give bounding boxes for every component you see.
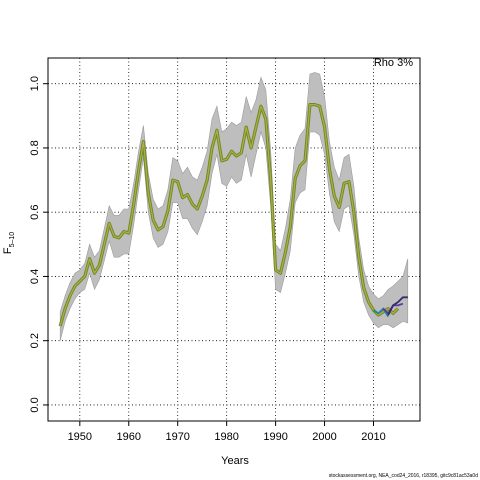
x-tick-label: 2000 <box>312 431 336 443</box>
y-axis: 0.0 0.2 0.4 0.6 0.8 1.0 <box>29 76 48 413</box>
confidence-band <box>59 72 409 341</box>
x-tick-label: 1960 <box>117 431 141 443</box>
x-axis: 1950 1960 1970 1980 1990 2000 2010 <box>68 421 386 443</box>
y-tick-label: 0.2 <box>29 333 41 348</box>
estimate-line-highlight <box>59 103 399 327</box>
y-tick-label: 1.0 <box>29 76 41 91</box>
x-axis-title: Years <box>221 455 249 467</box>
y-tick-label: 0.4 <box>29 269 41 284</box>
plot-frame <box>47 57 421 422</box>
x-tick-label: 1950 <box>68 431 92 443</box>
legend-label: Rho 3% <box>374 57 413 69</box>
x-tick-label: 2010 <box>361 431 385 443</box>
y-axis-title-subscript: 5–10 <box>9 232 16 248</box>
retrospective-peel-line <box>387 296 408 316</box>
y-tick-label: 0.6 <box>29 205 41 220</box>
y-axis-title-main: F <box>2 247 14 254</box>
y-tick-label: 0.8 <box>29 140 41 155</box>
x-tick-label: 1980 <box>214 431 238 443</box>
confidence-band-area <box>59 72 409 341</box>
credit-text: stockassessment.org, NEA_cod24_2016, r18… <box>329 473 478 479</box>
x-tick-label: 1970 <box>165 431 189 443</box>
series-lines <box>58 102 408 327</box>
y-tick-label: 0.0 <box>29 397 41 412</box>
y-axis-title: F5–10 <box>2 232 16 254</box>
x-tick-label: 1990 <box>263 431 287 443</box>
